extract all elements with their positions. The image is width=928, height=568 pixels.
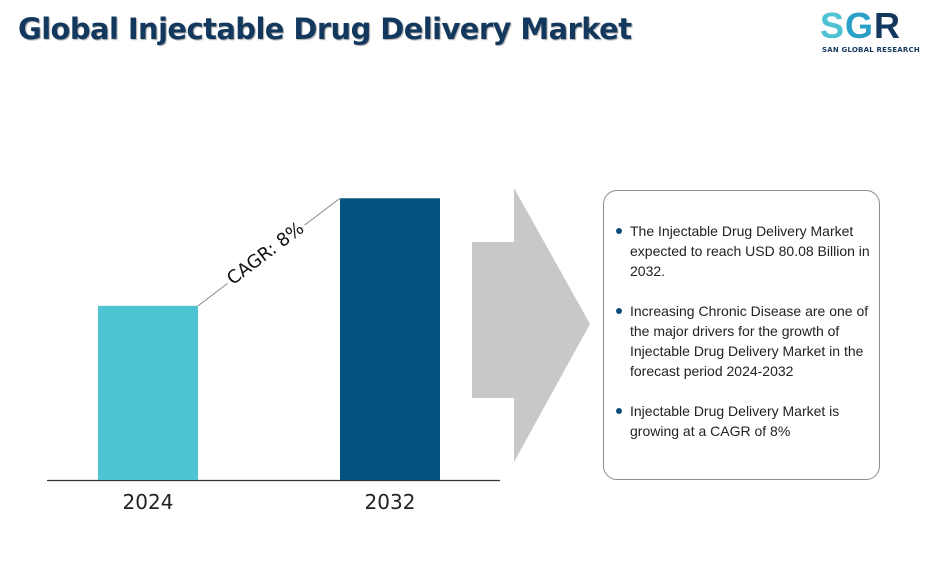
x-tick-label: 2024 bbox=[123, 490, 174, 514]
info-item: Injectable Drug Delivery Market is growi… bbox=[615, 401, 873, 441]
bar-2032 bbox=[340, 198, 440, 480]
bullet-icon bbox=[616, 228, 622, 234]
x-tick-label: 2032 bbox=[365, 490, 416, 514]
logo-letter-s: S bbox=[820, 5, 846, 46]
info-list: The Injectable Drug Delivery Market expe… bbox=[615, 221, 873, 461]
info-item: The Injectable Drug Delivery Market expe… bbox=[615, 221, 873, 281]
page-title: Global Injectable Drug Delivery Market bbox=[18, 12, 632, 46]
logo-mark: SGR bbox=[820, 6, 901, 46]
info-text: Injectable Drug Delivery Market is growi… bbox=[630, 403, 840, 439]
sgr-logo: SGR SAN GLOBAL RESEARCH bbox=[818, 6, 922, 58]
right-arrow-icon bbox=[472, 188, 590, 462]
cagr-label: CAGR: 8% bbox=[223, 218, 308, 290]
bullet-icon bbox=[616, 408, 622, 414]
cagr-label-background bbox=[220, 216, 311, 292]
info-box: The Injectable Drug Delivery Market expe… bbox=[603, 190, 880, 480]
info-text: The Injectable Drug Delivery Market expe… bbox=[630, 223, 870, 279]
info-text: Increasing Chronic Disease are one of th… bbox=[630, 303, 869, 379]
bar-group bbox=[98, 198, 440, 480]
bar-chart: CAGR: 8% 2024 2032 bbox=[47, 197, 500, 514]
logo-subtitle: SAN GLOBAL RESEARCH bbox=[822, 46, 920, 54]
x-axis-labels: 2024 2032 bbox=[123, 490, 416, 514]
info-item: Increasing Chronic Disease are one of th… bbox=[615, 301, 873, 381]
logo-letter-r: R bbox=[874, 5, 902, 46]
logo-letter-g: G bbox=[845, 5, 875, 46]
bullet-icon bbox=[616, 308, 622, 314]
bar-2024 bbox=[98, 305, 198, 480]
logo-swoosh-icon bbox=[819, 16, 921, 30]
